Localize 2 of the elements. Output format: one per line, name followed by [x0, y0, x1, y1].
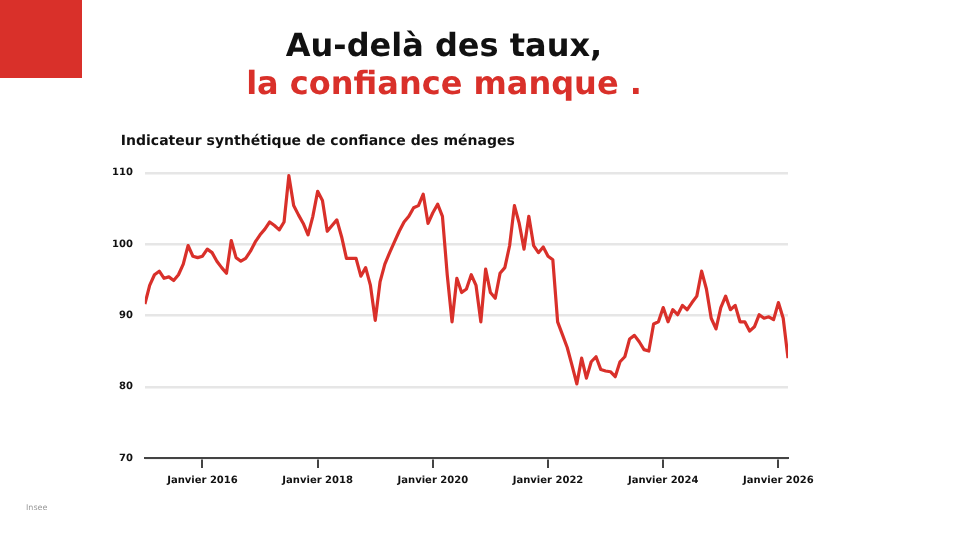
chart-title: Au-delà des taux, [285, 25, 603, 64]
chart-subtitle: la confiance manque . [246, 63, 642, 102]
